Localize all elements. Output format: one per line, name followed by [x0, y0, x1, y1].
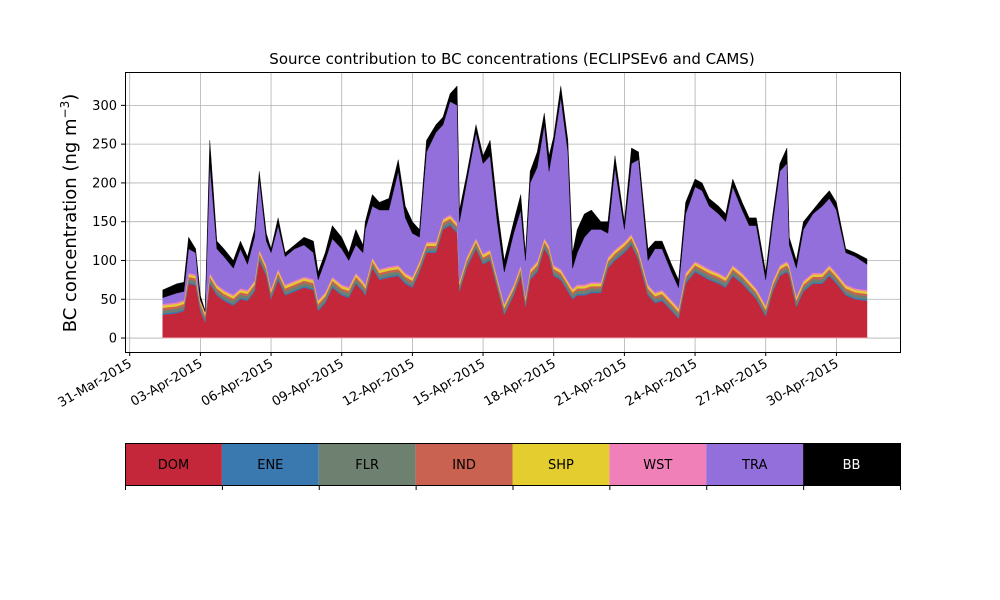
- legend-label-flr: FLR: [355, 458, 379, 473]
- x-tick-label: 31-Mar-2015: [56, 356, 135, 410]
- x-tick-label: 30-Apr-2015: [764, 356, 841, 409]
- legend-label-wst: WST: [643, 458, 672, 473]
- legend-label-tra: TRA: [741, 458, 767, 473]
- legend-label-ene: ENE: [257, 458, 283, 473]
- plot-frame: [125, 72, 901, 353]
- legend-swatch-bb: [803, 443, 900, 485]
- y-tick-label: 300: [92, 99, 117, 114]
- x-tick-label: 18-Apr-2015: [482, 356, 559, 409]
- y-axis-label: BC concentration (ng m−3): [58, 94, 81, 333]
- y-tick-label: 200: [92, 176, 117, 191]
- legend-label-ind: IND: [452, 458, 476, 473]
- y-axis-label-superscript: −3: [58, 101, 72, 119]
- legend-swatch-ene: [221, 443, 319, 485]
- legend-swatch-tra: [706, 443, 804, 485]
- legend-swatch-ind: [415, 443, 513, 485]
- y-tick-label: 250: [92, 138, 117, 153]
- legend-swatch-dom: [125, 443, 222, 485]
- legend-label-dom: DOM: [158, 458, 189, 473]
- legend-colorbar: DOM ENE FLR IND SHP WST TRA BB: [125, 443, 901, 490]
- x-tick-label: 03-Apr-2015: [128, 356, 205, 409]
- x-tick-label: 21-Apr-2015: [552, 356, 629, 409]
- y-axis-label-close: ): [60, 94, 81, 101]
- y-axis-label-main: BC concentration (ng m: [60, 118, 81, 332]
- y-tick-label: 100: [92, 254, 117, 269]
- legend-label-shp: SHP: [548, 458, 574, 473]
- stacked-areas: [162, 85, 868, 339]
- x-tick-label: 27-Apr-2015: [694, 356, 771, 409]
- x-tick-label: 24-Apr-2015: [623, 356, 700, 409]
- y-tick-label: 150: [92, 215, 117, 230]
- x-tick-label: 15-Apr-2015: [411, 356, 488, 409]
- y-tick-label: 50: [100, 293, 117, 308]
- legend-swatch-shp: [512, 443, 610, 485]
- legend-label-bb: BB: [843, 458, 861, 473]
- legend-swatch-wst: [609, 443, 707, 485]
- legend-swatch-flr: [318, 443, 416, 485]
- x-tick-label: 12-Apr-2015: [340, 356, 417, 409]
- x-tick-label: 06-Apr-2015: [199, 356, 276, 409]
- y-tick-label: 0: [109, 332, 117, 347]
- chart-title: Source contribution to BC concentrations…: [269, 50, 754, 68]
- x-tick-label: 09-Apr-2015: [270, 356, 347, 409]
- area-bb: [162, 85, 868, 312]
